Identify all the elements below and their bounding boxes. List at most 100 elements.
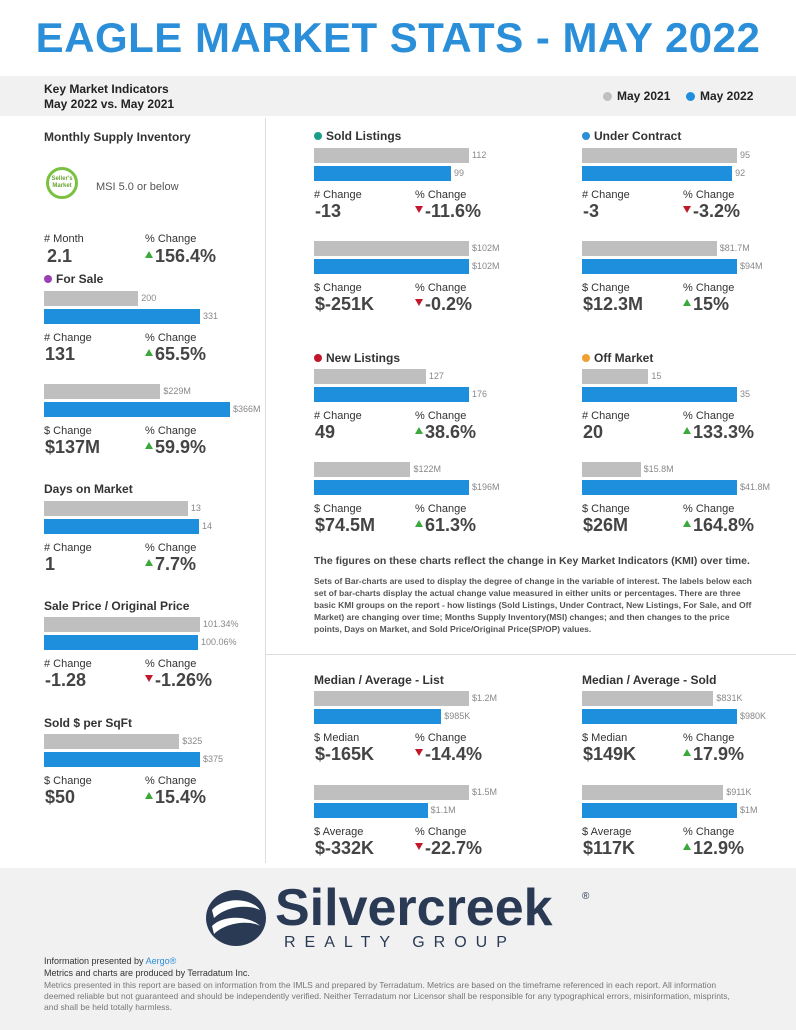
list-median-label-2022: $985K bbox=[444, 711, 471, 721]
column-divider bbox=[265, 118, 266, 863]
days-on-market-title-text: Days on Market bbox=[44, 482, 133, 496]
sold-average-pct-value: 12.9% bbox=[683, 838, 744, 859]
list-median-bar-2022 bbox=[314, 709, 442, 724]
kmi-label: Key Market Indicators bbox=[44, 82, 169, 96]
up-arrow-icon bbox=[145, 349, 153, 356]
msi-month-value: 2.1 bbox=[47, 246, 73, 266]
new-listings-count-change-value: 49 bbox=[315, 422, 336, 442]
down-arrow-icon bbox=[145, 675, 153, 682]
for-sale-dollar-change-label: $ Change bbox=[44, 425, 92, 437]
sale-price-pct-value: -1.26% bbox=[145, 670, 212, 691]
new-listings-count-label-2021: 127 bbox=[428, 371, 444, 381]
under-contract-count-bar-2021 bbox=[582, 148, 737, 163]
up-arrow-icon bbox=[145, 442, 153, 449]
under-contract-count-pct-value: -3.2% bbox=[683, 201, 740, 222]
under-contract-title-text: Under Contract bbox=[594, 129, 682, 143]
list-average-bar-2022 bbox=[314, 803, 428, 818]
up-arrow-icon bbox=[683, 843, 691, 850]
aergo-link[interactable]: Aergo® bbox=[145, 956, 177, 966]
list-average-bar-2021 bbox=[314, 785, 469, 800]
msi-caption: MSI 5.0 or below bbox=[96, 181, 179, 193]
under-contract-dollar-bar-2021 bbox=[582, 241, 717, 256]
sold-listings-dollar-pct-value: -0.2% bbox=[415, 294, 472, 315]
sold-prices-title: Median / Average - Sold bbox=[582, 673, 716, 687]
sold-sqft-pct-label: % Change bbox=[145, 775, 197, 787]
sold-median-change-value: $149K bbox=[583, 744, 637, 764]
off-market-dollar-label-2022: $41.8M bbox=[740, 482, 771, 492]
days-on-market-change-value: 1 bbox=[45, 554, 56, 574]
down-arrow-icon bbox=[415, 749, 423, 756]
sold-listings-count-bar-2022 bbox=[314, 166, 451, 181]
off-market-dollar-pct-value: 164.8% bbox=[683, 515, 754, 536]
new-listings-dot-icon bbox=[314, 354, 322, 362]
legend-label-2022: May 2022 bbox=[700, 89, 754, 103]
new-listings-title: New Listings bbox=[314, 351, 400, 365]
sale-price-bar-2022 bbox=[44, 635, 199, 650]
under-contract-count-pct-label: % Change bbox=[683, 189, 735, 201]
sold-sqft-label-2022: $375 bbox=[203, 754, 224, 764]
off-market-count-pct-label: % Change bbox=[683, 410, 735, 422]
note-body: Sets of Bar-charts are used to display t… bbox=[314, 576, 752, 634]
list-median-change-value: $-165K bbox=[315, 744, 375, 764]
logo-registered: ® bbox=[582, 891, 590, 902]
sellers-market-badge: Seller's Market bbox=[46, 167, 78, 199]
new-listings-count-change-label: # Change bbox=[314, 410, 362, 422]
days-on-market-label-2022: 14 bbox=[202, 521, 213, 531]
off-market-title: Off Market bbox=[582, 351, 653, 365]
note-title: The figures on these charts reflect the … bbox=[314, 555, 750, 567]
new-listings-dollar-pct-value: 61.3% bbox=[415, 515, 476, 536]
days-on-market-pct-label: % Change bbox=[145, 542, 197, 554]
down-arrow-icon bbox=[683, 206, 691, 213]
up-arrow-icon bbox=[683, 299, 691, 306]
for-sale-count-bar-2021 bbox=[44, 291, 139, 306]
new-listings-dollar-change-label: $ Change bbox=[314, 503, 362, 515]
msi-pct-value: 156.4% bbox=[145, 246, 216, 267]
sale-price-label-2022: 100.06% bbox=[201, 637, 237, 647]
sold-median-change-label: $ Median bbox=[582, 732, 628, 744]
sold-listings-title: Sold Listings bbox=[314, 129, 401, 143]
off-market-dollar-change-label: $ Change bbox=[582, 503, 630, 515]
under-contract-count-change-label: # Change bbox=[582, 189, 630, 201]
new-listings-dollar-bar-2022 bbox=[314, 480, 469, 495]
sold-listings-dollar-label-2022: $102M bbox=[472, 261, 500, 271]
off-market-dollar-change-value: $26M bbox=[583, 515, 629, 535]
new-listings-dollar-label-2022: $196M bbox=[472, 482, 500, 492]
days-on-market-bar-2021 bbox=[44, 501, 188, 516]
list-average-change-value: $-332K bbox=[315, 838, 375, 858]
sold-sqft-title: Sold $ per SqFt bbox=[44, 716, 132, 730]
off-market-count-bar-2022 bbox=[582, 387, 737, 402]
under-contract-dollar-pct-value: 15% bbox=[683, 294, 729, 315]
up-arrow-icon bbox=[145, 792, 153, 799]
sold-average-pct-label: % Change bbox=[683, 826, 735, 838]
section-divider bbox=[265, 654, 796, 655]
header-band bbox=[0, 76, 796, 116]
sold-listings-dollar-change-value: $-251K bbox=[315, 294, 375, 314]
up-arrow-icon bbox=[683, 749, 691, 756]
sold-sqft-bar-2022 bbox=[44, 752, 200, 767]
sold-listings-count-change-value: -13 bbox=[315, 201, 342, 221]
off-market-count-change-value: 20 bbox=[583, 422, 604, 442]
list-median-pct-label: % Change bbox=[415, 732, 467, 744]
days-on-market-label-2021: 13 bbox=[190, 503, 201, 513]
silvercreek-logo-icon bbox=[206, 890, 266, 946]
new-listings-count-pct-value: 38.6% bbox=[415, 422, 476, 443]
for-sale-dollar-pct-value: 59.9% bbox=[145, 437, 206, 458]
off-market-dot-icon bbox=[582, 354, 590, 362]
off-market-count-label-2022: 35 bbox=[740, 389, 751, 399]
legend-2022: May 2022 bbox=[686, 89, 753, 103]
sold-sqft-pct-value: 15.4% bbox=[145, 787, 206, 808]
new-listings-count-bar-2022 bbox=[314, 387, 469, 402]
for-sale-dollar-change-value: $137M bbox=[45, 437, 101, 457]
logo-name: Silvercreek bbox=[275, 879, 553, 937]
new-listings-count-pct-label: % Change bbox=[415, 410, 467, 422]
off-market-title-text: Off Market bbox=[594, 351, 654, 365]
down-arrow-icon bbox=[415, 299, 423, 306]
sold-sqft-label-2021: $325 bbox=[182, 736, 203, 746]
for-sale-dollar-label-2022: $366M bbox=[233, 404, 261, 414]
new-listings-dollar-pct-label: % Change bbox=[415, 503, 467, 515]
list-average-pct-label: % Change bbox=[415, 826, 467, 838]
days-on-market-change-label: # Change bbox=[44, 542, 92, 554]
up-arrow-icon bbox=[683, 520, 691, 527]
new-listings-dollar-bar-2021 bbox=[314, 462, 411, 477]
sale-price-title-text: Sale Price / Original Price bbox=[44, 599, 190, 613]
